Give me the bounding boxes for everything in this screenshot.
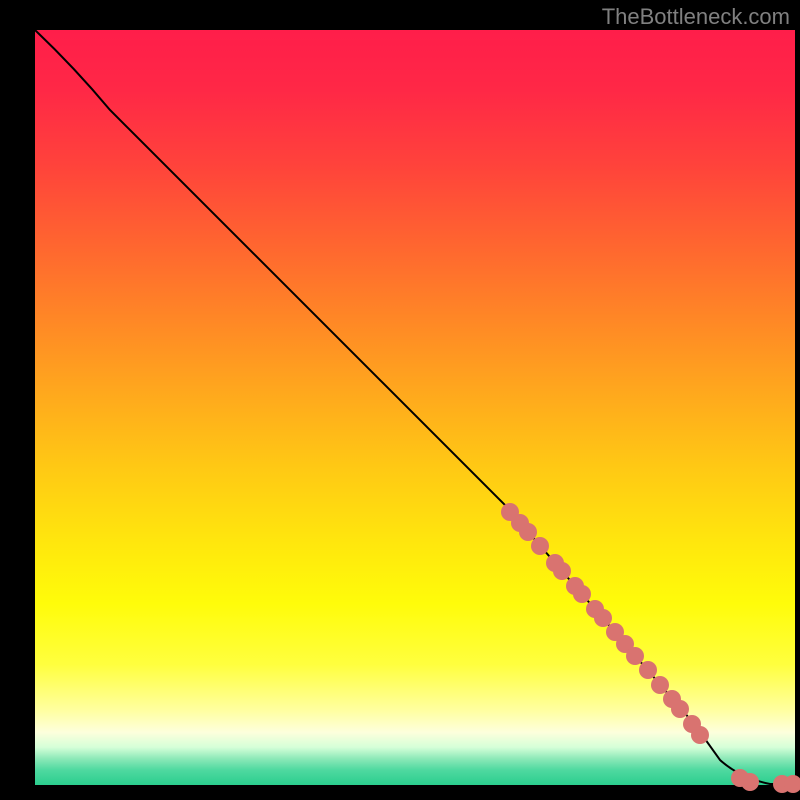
- chart-container: TheBottleneck.com: [0, 0, 800, 800]
- data-point-marker: [741, 773, 759, 791]
- data-point-marker: [639, 661, 657, 679]
- data-point-marker: [594, 609, 612, 627]
- watermark-text: TheBottleneck.com: [602, 4, 790, 30]
- data-point-marker: [519, 523, 537, 541]
- data-point-marker: [651, 676, 669, 694]
- data-point-marker: [573, 585, 591, 603]
- data-point-marker: [553, 562, 571, 580]
- plot-gradient-background: [35, 30, 795, 785]
- data-point-marker: [691, 726, 709, 744]
- gradient-heatmap-chart: [0, 0, 800, 800]
- data-point-marker: [531, 537, 549, 555]
- data-point-marker: [626, 647, 644, 665]
- data-point-marker: [671, 700, 689, 718]
